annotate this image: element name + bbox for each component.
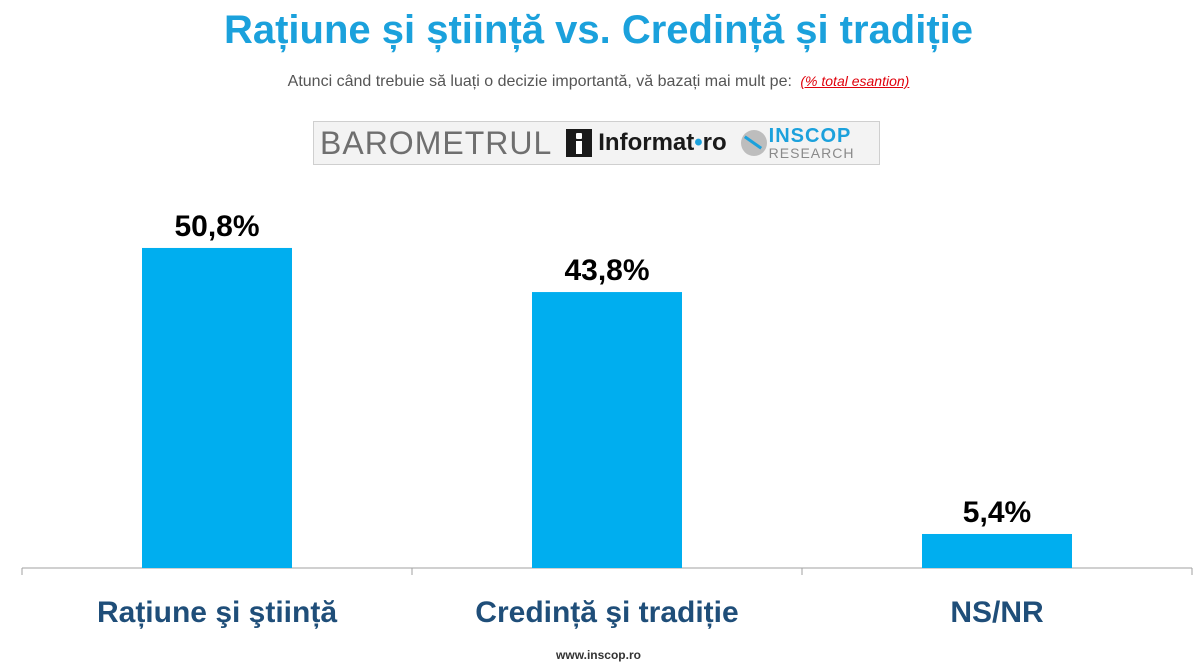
informat-logo: Informat•ro [566, 129, 727, 157]
subtitle-question: Atunci când trebuie să luați o decizie i… [287, 73, 792, 90]
bar [142, 247, 292, 568]
inscop-logo: INSCOP RESEARCH [740, 125, 855, 161]
footer-url[interactable]: www.inscop.ro [556, 648, 641, 662]
chart-subtitle: Atunci când trebuie să luați o decizie i… [0, 73, 1197, 91]
data-label: 43,8% [564, 254, 649, 287]
sponsor-logo-bar: BAROMETRUL Informat•ro INSCOP RESEARCH [313, 121, 880, 165]
bar [922, 533, 1072, 568]
subtitle-note-link[interactable]: (% total esantion) [800, 73, 910, 89]
data-label: 50,8% [174, 210, 259, 243]
inscop-logo-text: INSCOP [768, 125, 852, 147]
informat-logo-text: Informat•ro [598, 129, 727, 156]
barometrul-logo-text: BAROMETRUL [320, 124, 553, 161]
informat-i-icon [566, 129, 593, 157]
bar [532, 292, 682, 568]
inscop-research-text: RESEARCH [768, 145, 855, 161]
data-label: 5,4% [963, 496, 1031, 529]
category-label: NS/NR [950, 596, 1044, 629]
chart-title: Rațiune și știință vs. Credință și tradi… [223, 8, 974, 52]
inscop-dial-icon [740, 130, 767, 156]
category-label: Credință şi tradiție [475, 596, 738, 629]
category-label: Rațiune şi ştiință [97, 596, 337, 629]
